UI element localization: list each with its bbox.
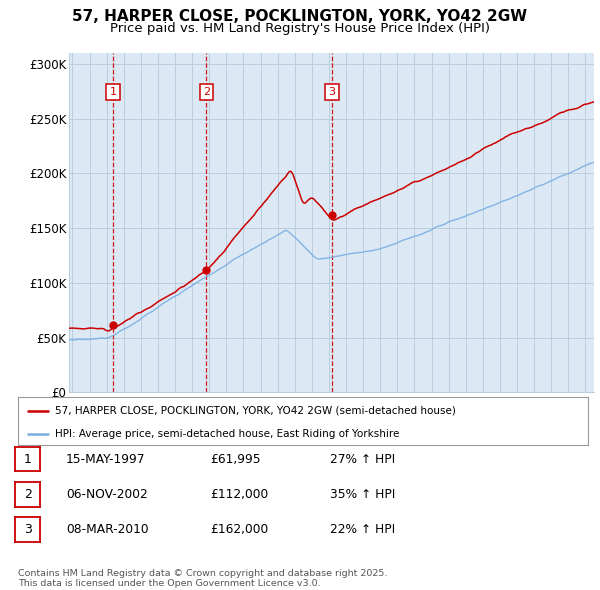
Text: 35% ↑ HPI: 35% ↑ HPI bbox=[330, 488, 395, 501]
Text: 57, HARPER CLOSE, POCKLINGTON, YORK, YO42 2GW (semi-detached house): 57, HARPER CLOSE, POCKLINGTON, YORK, YO4… bbox=[55, 405, 456, 415]
Text: £162,000: £162,000 bbox=[210, 523, 268, 536]
Text: 27% ↑ HPI: 27% ↑ HPI bbox=[330, 453, 395, 466]
Text: Contains HM Land Registry data © Crown copyright and database right 2025.
This d: Contains HM Land Registry data © Crown c… bbox=[18, 569, 388, 588]
Text: 1: 1 bbox=[109, 87, 116, 97]
Text: 1: 1 bbox=[23, 453, 32, 466]
Text: £112,000: £112,000 bbox=[210, 488, 268, 501]
Text: 08-MAR-2010: 08-MAR-2010 bbox=[66, 523, 149, 536]
Text: 3: 3 bbox=[23, 523, 32, 536]
Text: 3: 3 bbox=[329, 87, 335, 97]
Text: 22% ↑ HPI: 22% ↑ HPI bbox=[330, 523, 395, 536]
Text: 15-MAY-1997: 15-MAY-1997 bbox=[66, 453, 146, 466]
Text: Price paid vs. HM Land Registry's House Price Index (HPI): Price paid vs. HM Land Registry's House … bbox=[110, 22, 490, 35]
Text: £61,995: £61,995 bbox=[210, 453, 260, 466]
Text: HPI: Average price, semi-detached house, East Riding of Yorkshire: HPI: Average price, semi-detached house,… bbox=[55, 430, 400, 440]
Text: 57, HARPER CLOSE, POCKLINGTON, YORK, YO42 2GW: 57, HARPER CLOSE, POCKLINGTON, YORK, YO4… bbox=[73, 9, 527, 24]
Text: 06-NOV-2002: 06-NOV-2002 bbox=[66, 488, 148, 501]
Text: 2: 2 bbox=[203, 87, 210, 97]
Text: 2: 2 bbox=[23, 488, 32, 501]
